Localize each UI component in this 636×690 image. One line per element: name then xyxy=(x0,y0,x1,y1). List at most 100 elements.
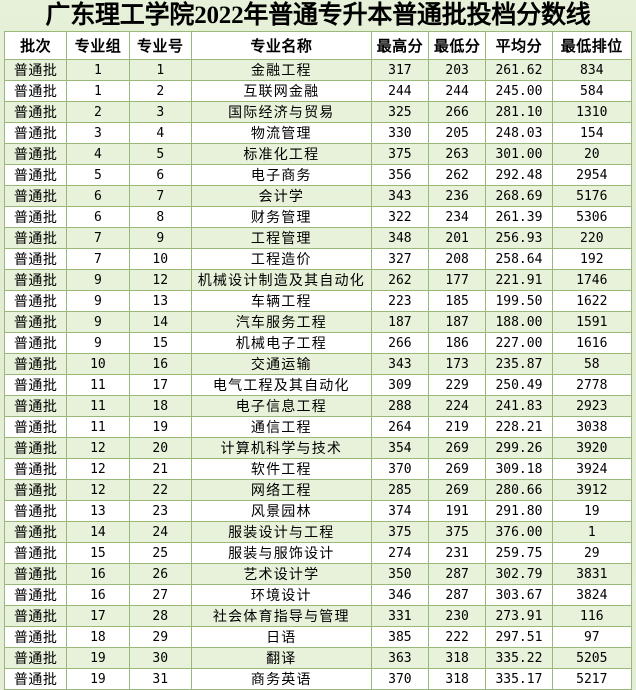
cell-min-rank: 2923 xyxy=(551,395,633,417)
cell-min-rank: 29 xyxy=(551,542,633,564)
cell-min-rank: 3912 xyxy=(551,479,633,501)
cell-group: 13 xyxy=(66,500,130,522)
cell-min-score: 191 xyxy=(428,500,487,522)
cell-number: 14 xyxy=(128,311,192,333)
cell-group: 12 xyxy=(66,479,130,501)
cell-min-score: 208 xyxy=(428,248,487,270)
cell-major-name: 交通运输 xyxy=(190,353,372,375)
cell-min-score: 229 xyxy=(428,374,487,396)
cell-number: 13 xyxy=(128,290,192,312)
cell-min-score: 234 xyxy=(428,206,487,228)
table-row: 普通批 5 6 电子商务 356 262 292.48 2954 xyxy=(3,164,633,186)
cell-min-rank: 220 xyxy=(551,227,633,249)
cell-batch: 普通批 xyxy=(3,626,68,648)
cell-major-name: 机械设计制造及其自动化 xyxy=(190,269,372,291)
cell-min-score: 173 xyxy=(428,353,487,375)
column-header-max-score: 最高分 xyxy=(370,31,430,60)
cell-number: 29 xyxy=(128,626,192,648)
cell-avg-score: 199.50 xyxy=(485,290,553,312)
column-header-min-rank: 最低排位 xyxy=(551,31,633,60)
cell-group: 3 xyxy=(66,122,130,144)
cell-major-name: 软件工程 xyxy=(190,458,372,480)
column-header-batch: 批次 xyxy=(3,31,68,60)
cell-number: 20 xyxy=(128,437,192,459)
cell-number: 28 xyxy=(128,605,192,627)
cell-min-score: 231 xyxy=(428,542,487,564)
cell-max-score: 309 xyxy=(370,374,430,396)
cell-group: 18 xyxy=(66,626,130,648)
table-row: 普通批 11 17 电气工程及其自动化 309 229 250.49 2778 xyxy=(3,374,633,396)
cell-major-name: 机械电子工程 xyxy=(190,332,372,354)
table-row: 普通批 7 10 工程造价 327 208 258.64 192 xyxy=(3,248,633,270)
cell-avg-score: 228.21 xyxy=(485,416,553,438)
table-row: 普通批 14 24 服装设计与工程 375 375 376.00 1 xyxy=(3,521,633,543)
cell-group: 7 xyxy=(66,227,130,249)
cell-min-rank: 154 xyxy=(551,122,633,144)
table-row: 普通批 6 7 会计学 343 236 268.69 5176 xyxy=(3,185,633,207)
cell-number: 31 xyxy=(128,668,192,690)
cell-group: 9 xyxy=(66,332,130,354)
cell-avg-score: 303.67 xyxy=(485,584,553,606)
cell-group: 14 xyxy=(66,521,130,543)
cell-number: 26 xyxy=(128,563,192,585)
cell-avg-score: 268.69 xyxy=(485,185,553,207)
cell-min-rank: 3924 xyxy=(551,458,633,480)
cell-max-score: 343 xyxy=(370,185,430,207)
cell-avg-score: 302.79 xyxy=(485,563,553,585)
cell-avg-score: 248.03 xyxy=(485,122,553,144)
cell-min-score: 318 xyxy=(428,668,487,690)
cell-major-name: 汽车服务工程 xyxy=(190,311,372,333)
cell-min-rank: 192 xyxy=(551,248,633,270)
cell-batch: 普通批 xyxy=(3,605,68,627)
table-row: 普通批 19 30 翻译 363 318 335.22 5205 xyxy=(3,647,633,669)
cell-max-score: 325 xyxy=(370,101,430,123)
cell-number: 4 xyxy=(128,122,192,144)
cell-number: 24 xyxy=(128,521,192,543)
cell-batch: 普通批 xyxy=(3,668,68,690)
cell-major-name: 电子商务 xyxy=(190,164,372,186)
cell-max-score: 346 xyxy=(370,584,430,606)
cell-group: 11 xyxy=(66,374,130,396)
cell-avg-score: 281.10 xyxy=(485,101,553,123)
table-row: 普通批 9 14 汽车服务工程 187 187 188.00 1591 xyxy=(3,311,633,333)
cell-major-name: 服装设计与工程 xyxy=(190,521,372,543)
cell-min-rank: 97 xyxy=(551,626,633,648)
cell-group: 19 xyxy=(66,647,130,669)
cell-min-rank: 3831 xyxy=(551,563,633,585)
cell-avg-score: 299.26 xyxy=(485,437,553,459)
cell-batch: 普通批 xyxy=(3,227,68,249)
cell-number: 12 xyxy=(128,269,192,291)
cell-major-name: 工程造价 xyxy=(190,248,372,270)
cell-avg-score: 261.39 xyxy=(485,206,553,228)
cell-min-rank: 3038 xyxy=(551,416,633,438)
table-row: 普通批 11 19 通信工程 264 219 228.21 3038 xyxy=(3,416,633,438)
cell-batch: 普通批 xyxy=(3,416,68,438)
cell-major-name: 社会体育指导与管理 xyxy=(190,605,372,627)
cell-min-score: 269 xyxy=(428,437,487,459)
cell-avg-score: 335.17 xyxy=(485,668,553,690)
cell-max-score: 375 xyxy=(370,143,430,165)
cell-group: 9 xyxy=(66,290,130,312)
cell-number: 17 xyxy=(128,374,192,396)
cell-min-rank: 5176 xyxy=(551,185,633,207)
cell-batch: 普通批 xyxy=(3,374,68,396)
cell-min-rank: 834 xyxy=(551,59,633,81)
cell-min-rank: 1746 xyxy=(551,269,633,291)
cell-batch: 普通批 xyxy=(3,479,68,501)
cell-max-score: 244 xyxy=(370,80,430,102)
cell-group: 16 xyxy=(66,563,130,585)
cell-group: 11 xyxy=(66,416,130,438)
cell-min-score: 187 xyxy=(428,311,487,333)
column-header-number: 专业号 xyxy=(128,31,192,60)
cell-min-score: 201 xyxy=(428,227,487,249)
cell-min-score: 375 xyxy=(428,521,487,543)
cell-avg-score: 309.18 xyxy=(485,458,553,480)
cell-max-score: 354 xyxy=(370,437,430,459)
cell-group: 1 xyxy=(66,80,130,102)
cell-major-name: 网络工程 xyxy=(190,479,372,501)
cell-min-rank: 20 xyxy=(551,143,633,165)
cell-number: 5 xyxy=(128,143,192,165)
cell-major-name: 金融工程 xyxy=(190,59,372,81)
table-row: 普通批 18 29 日语 385 222 297.51 97 xyxy=(3,626,633,648)
